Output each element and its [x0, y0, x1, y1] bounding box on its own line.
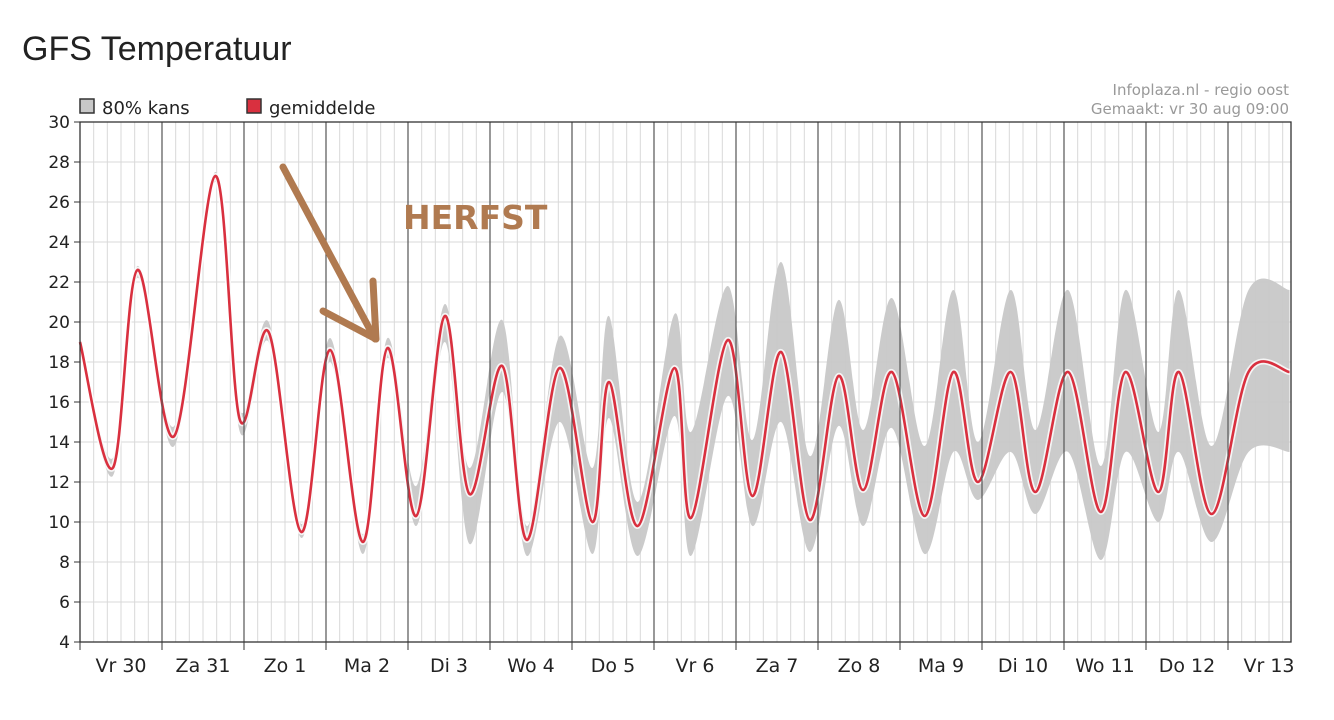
legend: 80% kans gemiddelde Infoplaza.nl - regio o…	[79, 81, 1290, 119]
x-tick-label: Do 5	[591, 655, 635, 677]
x-tick-label: Ma 2	[344, 655, 390, 677]
herfst-label: HERFST	[403, 198, 548, 237]
y-tick-label: 14	[48, 433, 70, 453]
x-tick-label: Vr 13	[1243, 655, 1294, 677]
x-tick-label: Za 31	[176, 655, 231, 677]
plot-background	[80, 122, 1291, 642]
x-tick-label: Vr 6	[676, 655, 715, 677]
arrow-head-left	[319, 307, 380, 343]
label-clip	[1293, 650, 1334, 690]
y-tick-label: 18	[48, 353, 70, 373]
legend-label: 80% kans	[102, 98, 190, 119]
plot-frame	[79, 121, 1292, 643]
made-text: Gemaakt: vr 30 aug 09:00	[1091, 100, 1289, 118]
axes: 4 6 8 10 12 14 16 18 20 22 24 26 28 30 Vr 30 Za 31 Zo 1 M…	[48, 113, 1334, 690]
y-tick-label: 10	[48, 513, 70, 533]
y-tick-label: 16	[48, 393, 70, 413]
arrow-head-right	[369, 277, 380, 343]
arrow-shaft	[279, 163, 379, 343]
x-tick-label: Di 3	[430, 655, 468, 677]
x-tick-label: Ma 9	[918, 655, 964, 677]
y-tick-label: 28	[48, 153, 70, 173]
x-tick-label: Wo 11	[1075, 655, 1135, 677]
y-tick-label: 4	[59, 633, 70, 653]
mean-line-path	[78, 174, 1290, 544]
y-tick-label: 20	[48, 313, 70, 333]
page-title: GFS Temperatuur	[22, 30, 292, 68]
y-tick-label: 8	[59, 553, 70, 573]
legend-swatch	[246, 98, 262, 114]
x-tick-label: Vr 30	[95, 655, 146, 677]
x-tick-label: Do 12	[1159, 655, 1215, 677]
plot-area	[80, 122, 1291, 642]
y-tick-label: 6	[59, 593, 70, 613]
y-tick-label: 22	[48, 273, 70, 293]
mean-line	[77, 172, 1291, 546]
x-tick-label: Wo 4	[507, 655, 554, 677]
legend-swatch	[79, 98, 95, 114]
y-tick-label: 24	[48, 233, 70, 253]
x-tick-label: Di 10	[998, 655, 1048, 677]
annotations: HERFST	[279, 163, 548, 343]
x-tick-label: Za 7	[756, 655, 799, 677]
x-tick-label: Zo 1	[264, 655, 307, 677]
legend-label: gemiddelde	[269, 98, 375, 119]
source-text: Infoplaza.nl - regio oost	[1113, 81, 1290, 99]
x-tick-label: Zo 8	[838, 655, 881, 677]
y-tick-label: 30	[48, 113, 70, 133]
y-tick-label: 26	[48, 193, 70, 213]
y-tick-label: 12	[48, 473, 70, 493]
